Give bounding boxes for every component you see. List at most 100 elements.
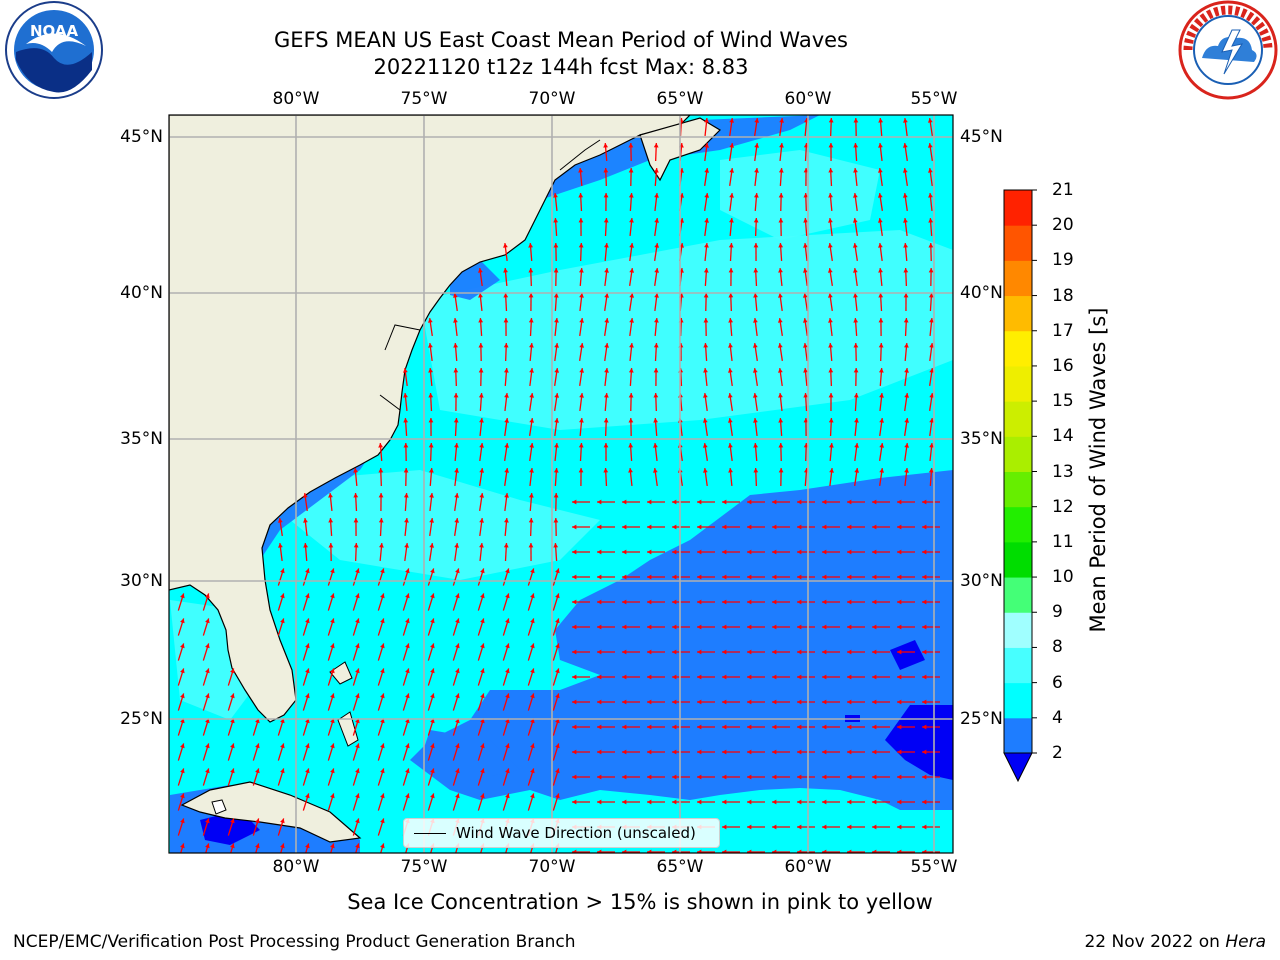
wave-arrow-head [380, 743, 385, 749]
wave-arrow-head [778, 418, 784, 423]
wave-arrow-head [928, 193, 933, 198]
colorbar-tick-label: 18 [1052, 285, 1074, 306]
wave-arrow-head [704, 218, 709, 223]
wave-arrow-head [753, 268, 759, 273]
ocean-0-2s-region [890, 640, 925, 670]
wave-arrow-head [929, 443, 934, 448]
wave-arrow-head [827, 293, 833, 298]
wave-arrow-head [478, 268, 483, 273]
wave-arrow-head [555, 693, 560, 699]
wave-arrow-head [572, 799, 577, 805]
wave-arrow-head [578, 268, 584, 273]
wave-arrow-head [797, 749, 802, 755]
wave-arrow-head [572, 549, 577, 555]
wave-arrow-head [604, 243, 609, 248]
wave-arrow-head [922, 549, 927, 555]
wave-arrow-head [878, 143, 883, 148]
wave-arrow-head [647, 624, 652, 630]
wave-arrow-head [505, 593, 510, 599]
wave-arrow-head [355, 768, 360, 774]
wave-arrow-head [822, 799, 827, 805]
wave-arrow-head [747, 849, 752, 853]
wave-arrow-head [772, 849, 777, 853]
wave-arrow-head [778, 168, 784, 173]
wave-arrow-head [922, 599, 927, 605]
wave-arrow-head [847, 749, 852, 755]
wave-arrow-head [597, 699, 602, 705]
wave-arrow-head [603, 443, 609, 448]
wave-arrow-head [302, 493, 308, 498]
wave-arrow-head [847, 774, 852, 780]
wave-arrow-head [180, 768, 185, 774]
wave-arrow-head [772, 699, 777, 705]
wave-arrow-head [454, 493, 460, 498]
wave-arrow-head [728, 318, 734, 323]
wave-arrow-head [847, 824, 852, 830]
wave-arrow-head [578, 218, 584, 223]
wave-arrow-head [778, 193, 784, 198]
wave-arrow-head [622, 749, 627, 755]
wave-arrow-head [654, 293, 659, 298]
wave-arrow-head [480, 693, 485, 699]
wave-arrow-head [872, 624, 877, 630]
wave-arrow-head [897, 574, 902, 580]
wave-arrow-head [578, 443, 584, 448]
wave-arrow-head [205, 618, 210, 624]
wave-arrow-head [878, 293, 884, 298]
wave-arrow-head [672, 724, 677, 730]
wave-arrow-head [380, 593, 385, 599]
wave-arrow-head [822, 649, 827, 655]
wave-arrow-head [478, 318, 484, 323]
wave-arrow-head [828, 393, 834, 398]
wave-arrow-head [353, 543, 359, 548]
wave-arrow-head [703, 268, 709, 273]
wave-arrow-head [403, 493, 409, 498]
wave-arrow-head [597, 624, 602, 630]
wave-arrow-head [305, 768, 310, 774]
wave-arrow-head [778, 268, 783, 273]
wave-arrow-head [854, 443, 859, 448]
wave-arrow-head [255, 768, 260, 774]
wave-arrow-head [872, 774, 877, 780]
wave-arrow-head [330, 793, 335, 799]
wave-arrow-head [427, 318, 433, 323]
wave-arrow-head [554, 418, 559, 423]
wave-arrow-head [872, 549, 877, 555]
wave-arrow-head [872, 849, 877, 853]
wave-arrow-head [747, 824, 752, 830]
wave-arrow-head [303, 543, 309, 548]
wave-arrow-head [904, 368, 909, 373]
colorbar-tick-label: 15 [1052, 391, 1074, 412]
wave-arrow-head [622, 524, 627, 530]
wave-arrow-head [828, 218, 833, 223]
wave-arrow-head [847, 674, 852, 680]
wave-arrow-head [503, 293, 509, 298]
wave-arrow-head [772, 674, 777, 680]
colorbar-tick-label: 12 [1052, 496, 1074, 517]
wave-arrow-head [672, 574, 677, 580]
north-america-land [169, 115, 691, 723]
wave-arrow-head [597, 674, 602, 680]
wave-arrow-head [697, 499, 702, 505]
wave-arrow-head [530, 793, 535, 799]
wave-arrow-head [772, 599, 777, 605]
wave-arrow-head [530, 693, 535, 699]
wave-arrow-head [872, 524, 877, 530]
wave-arrow-head [652, 468, 658, 473]
wave-arrow-head [897, 549, 902, 555]
wave-arrow-head [828, 418, 834, 423]
wave-arrow-head [703, 318, 709, 323]
wave-arrow-head [647, 724, 652, 730]
wave-arrow-head [647, 699, 652, 705]
wave-arrow-head [903, 318, 909, 323]
wave-arrow-head [503, 268, 508, 273]
wave-arrow-head [647, 749, 652, 755]
wave-arrow-head [429, 518, 435, 523]
wave-arrow-head [747, 499, 752, 505]
wave-arrow-head [897, 824, 902, 830]
wave-arrow-head [604, 368, 609, 373]
wave-arrow-head [729, 193, 734, 198]
wave-arrow-head [572, 574, 577, 580]
wave-arrow-head [722, 524, 727, 530]
wave-arrow-head [879, 468, 885, 473]
